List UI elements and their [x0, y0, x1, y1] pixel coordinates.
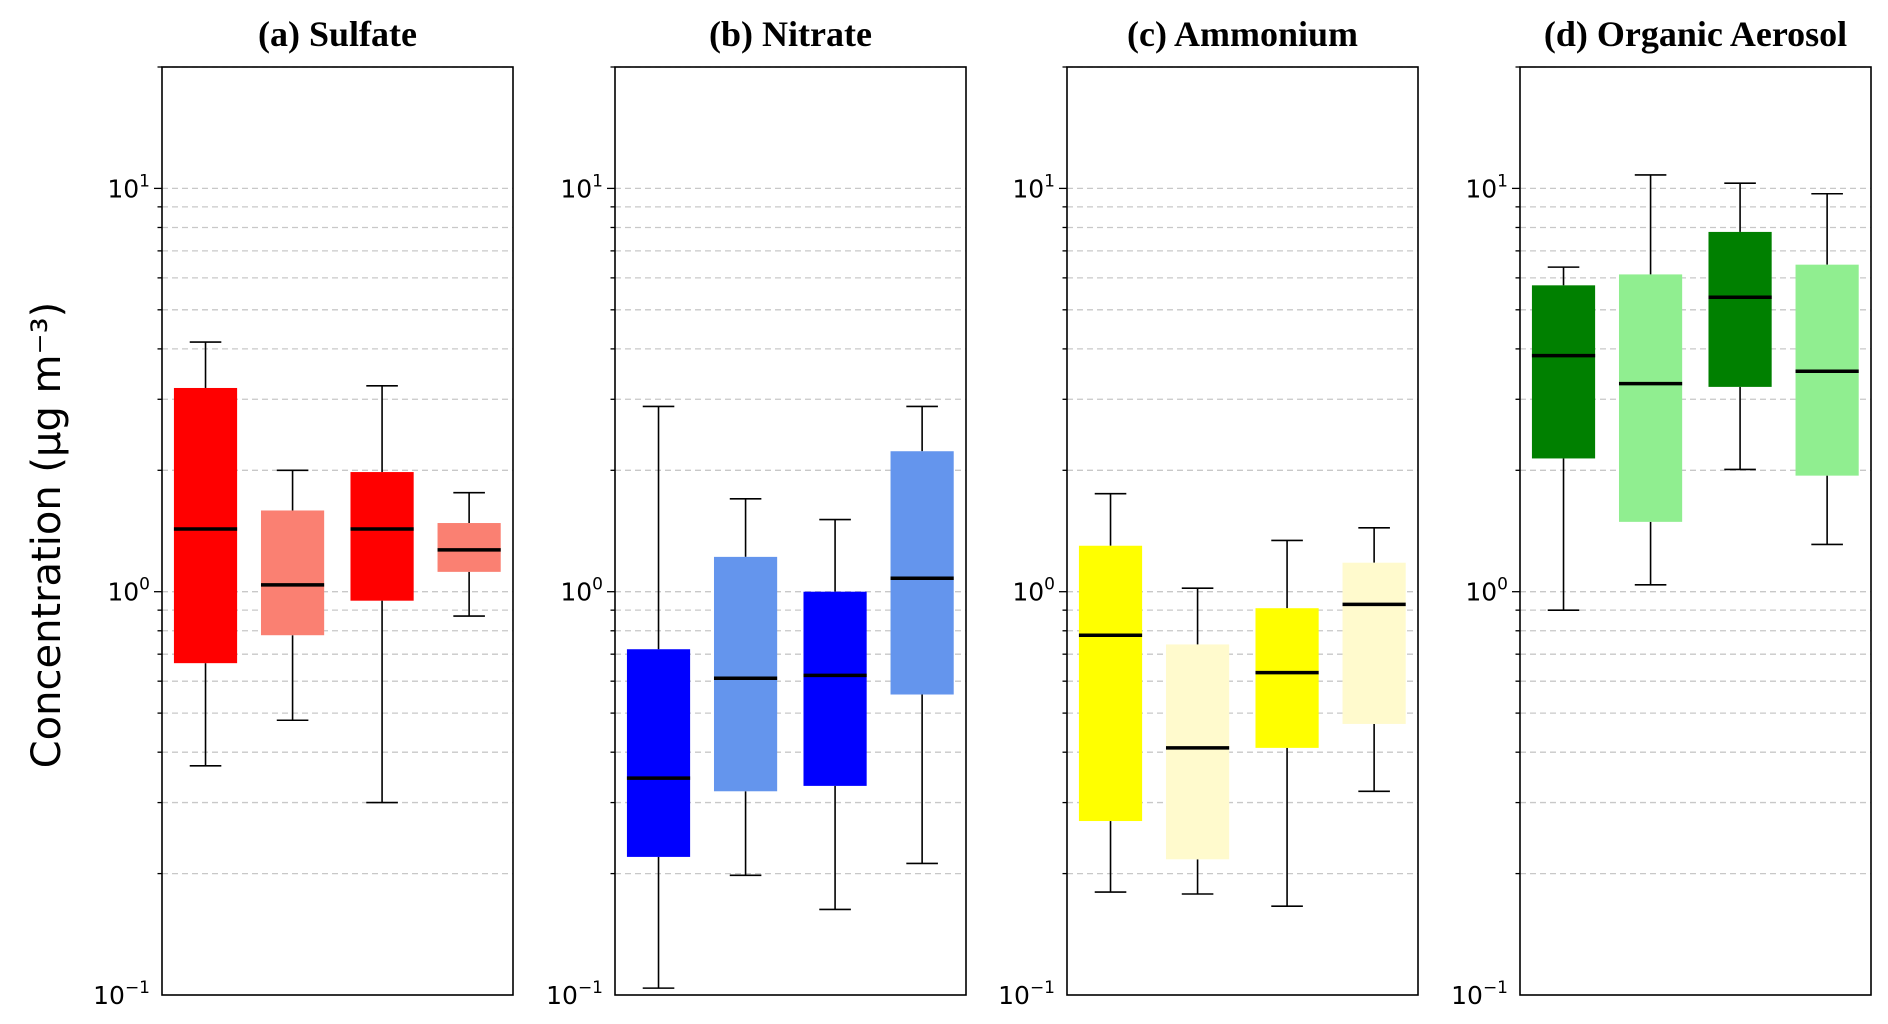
box-3 [803, 518, 867, 911]
y-tick-label: 10−1 [1451, 978, 1508, 1010]
box-iqr [1255, 608, 1319, 748]
panel-4: (d) Organic Aerosol 10−1 100 101 [1451, 14, 1872, 1010]
box-1 [1531, 266, 1596, 611]
box-2 [1165, 587, 1230, 895]
box-2 [1618, 174, 1683, 586]
box-2 [260, 469, 325, 722]
axes-frame [1066, 66, 1419, 996]
y-tick-label: 101 [560, 171, 603, 203]
box-iqr [1531, 285, 1596, 459]
box-iqr [437, 523, 501, 572]
box-4 [890, 405, 954, 865]
axes-frame [161, 66, 514, 996]
y-tick-label: 101 [107, 171, 150, 203]
y-tick-label: 101 [1465, 171, 1508, 203]
box-2 [713, 497, 778, 877]
axes-frame [1519, 66, 1872, 996]
y-axis-label: Concentration (μg m⁻³) [24, 302, 70, 769]
y-tick-label: 10−1 [546, 978, 603, 1010]
box-iqr [260, 510, 325, 636]
box-3 [1255, 539, 1319, 908]
panel-title: (c) Ammonium [1127, 14, 1358, 54]
panel-3: (c) Ammonium 10−1 100 101 [998, 14, 1419, 1010]
box-iqr [1078, 545, 1143, 822]
panel-title: (d) Organic Aerosol [1544, 14, 1847, 54]
box-4 [1342, 527, 1406, 793]
y-tick-label: 100 [1465, 575, 1508, 607]
box-3 [350, 385, 414, 804]
panel-2: (b) Nitrate 10−1 100 101 [546, 14, 967, 1010]
y-tick-label: 10−1 [998, 978, 1055, 1010]
box-3 [1708, 182, 1772, 471]
box-iqr [173, 387, 238, 664]
box-iqr [1708, 231, 1772, 387]
axes-frame [614, 66, 967, 996]
box-iqr [803, 591, 867, 786]
box-1 [1078, 492, 1143, 893]
box-4 [1795, 192, 1859, 546]
box-iqr [1165, 644, 1230, 860]
panel-title: (b) Nitrate [709, 14, 872, 54]
box-iqr [350, 472, 414, 601]
box-4 [437, 491, 501, 617]
box-iqr [713, 556, 778, 792]
y-tick-label: 10−1 [93, 978, 150, 1010]
y-tick-label: 101 [1012, 171, 1055, 203]
box-iqr [890, 451, 954, 695]
panel-title: (a) Sulfate [258, 14, 417, 54]
box-iqr [1618, 274, 1683, 522]
box-iqr [1342, 562, 1406, 724]
y-tick-label: 100 [560, 575, 603, 607]
box-1 [626, 405, 691, 989]
box-1 [173, 341, 238, 767]
box-iqr [626, 649, 691, 857]
panel-1: (a) Sulfate 10−1 100 101 [93, 14, 514, 1010]
y-tick-label: 100 [107, 575, 150, 607]
y-tick-label: 100 [1012, 575, 1055, 607]
